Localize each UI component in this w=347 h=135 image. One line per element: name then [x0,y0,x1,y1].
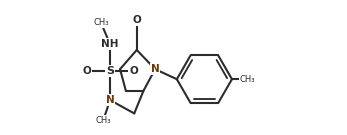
Text: N: N [151,64,160,74]
Text: N: N [105,95,115,105]
Text: CH₃: CH₃ [93,18,109,27]
Text: S: S [106,66,114,76]
Text: CH₃: CH₃ [96,116,111,125]
Text: O: O [133,15,141,25]
Text: NH: NH [101,39,119,49]
Text: O: O [82,66,91,76]
Text: CH₃: CH₃ [239,75,255,84]
Text: O: O [129,66,138,76]
